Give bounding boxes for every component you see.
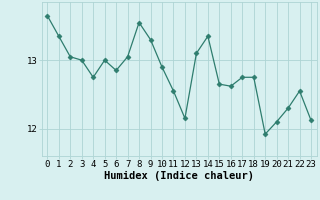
X-axis label: Humidex (Indice chaleur): Humidex (Indice chaleur)	[104, 171, 254, 181]
